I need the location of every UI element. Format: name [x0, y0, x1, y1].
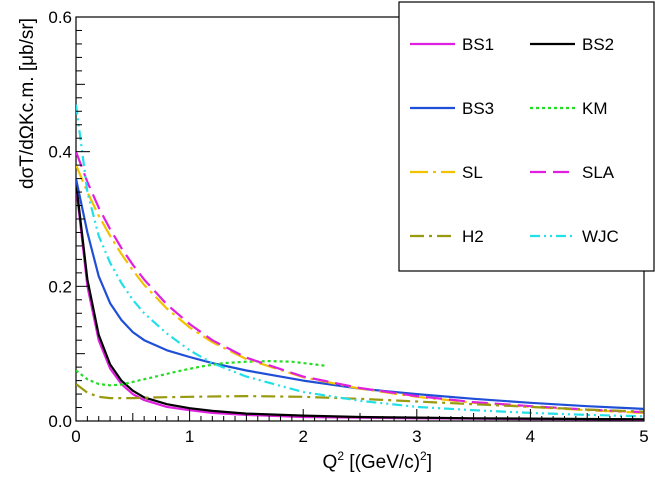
legend-label-sl: SL	[462, 163, 483, 182]
x-axis-title: Q2 [(GeV/c)2]	[323, 449, 432, 473]
legend-label-km: KM	[582, 99, 608, 118]
legend: BS1 BS2 BS3 KM SL SLA H2 WJC	[398, 1, 655, 272]
y-tick-label: 0.2	[48, 277, 72, 296]
x-tick-label: 1	[185, 427, 194, 446]
curve-wjc	[76, 104, 644, 418]
x-tick-label: 4	[526, 427, 535, 446]
legend-box	[398, 1, 655, 272]
legend-label-sla: SLA	[582, 163, 615, 182]
curve-bs2	[76, 181, 644, 421]
curves-layer	[76, 104, 644, 421]
curve-sla	[76, 151, 644, 414]
y-tick-label: 0.6	[48, 8, 72, 27]
legend-label-bs1: BS1	[462, 35, 494, 54]
x-tick-label: 3	[412, 427, 421, 446]
y-tick-label: 0.0	[48, 412, 72, 431]
axes: 0 1 2 3 4 5 0.0 0.2 0.4 0.6	[48, 8, 648, 446]
x-tick-label: 0	[71, 427, 80, 446]
y-axis-title: dσT/dΩKc.m. [μb/sr]	[17, 18, 38, 189]
curve-h2	[76, 383, 644, 413]
legend-label-h2: H2	[462, 227, 484, 246]
legend-label-wjc: WJC	[582, 227, 619, 246]
curve-bs3	[76, 178, 644, 410]
legend-label-bs2: BS2	[582, 35, 614, 54]
curve-km	[76, 360, 327, 387]
x-tick-label: 2	[298, 427, 307, 446]
legend-label-bs3: BS3	[462, 99, 494, 118]
x-tick-label: 5	[639, 427, 648, 446]
y-tick-label: 0.4	[48, 143, 72, 162]
